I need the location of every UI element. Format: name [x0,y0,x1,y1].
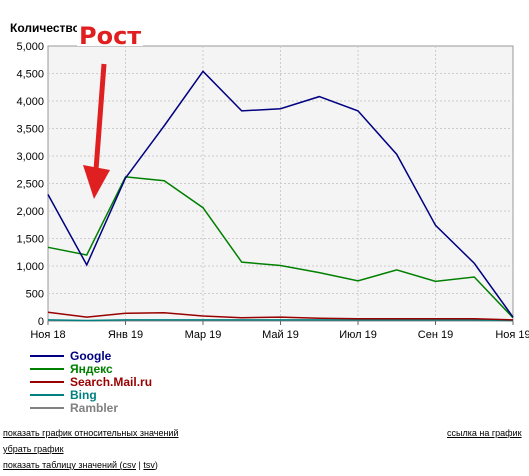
y-tick-label: 0 [38,316,44,328]
legend-label: Search.Mail.ru [70,374,153,389]
y-tick-label: 2,500 [16,179,44,191]
legend-item: Яндекс [30,361,152,376]
y-tick-label: 3,500 [16,124,44,136]
x-axis-ticks: Ноя 18 Янв 19 Мар 19 Май 19 Июл 19 Сен 19 Ноя … [30,321,529,341]
series-line-google [47,70,514,318]
y-tick-label: 1,500 [16,234,44,246]
tsv-link[interactable]: tsv [143,460,155,470]
hide-chart-link[interactable]: убрать график [3,444,64,454]
y-tick-label: 2,000 [16,206,44,218]
series-line-bing [47,319,514,322]
y-tick-label: 4,500 [16,69,44,81]
x-tick-label: Июл 19 [339,329,377,341]
legend-label: Rambler [70,400,119,415]
y-tick-label: 5,000 [16,41,44,53]
csv-link[interactable]: csv [122,460,137,470]
x-tick-label: Мар 19 [185,329,222,341]
close-paren: ) [154,460,158,470]
chart-title: Количество [10,21,80,35]
annotation-backdrop [77,18,143,46]
chart-link[interactable]: ссылка на график [447,428,522,438]
x-tick-label: Сен 19 [418,329,453,341]
legend-label: Bing [70,387,97,402]
annotation-arrow [83,63,110,199]
y-tick-label: 1,000 [16,261,44,273]
legend-swatch [30,393,64,396]
legend-swatch [30,380,64,383]
line-chart: 0 500 1,000 1,500 2,000 2,500 3,000 3,500 4,000 4… [10,18,529,341]
legend-swatch [30,406,64,409]
x-tick-label: Ноя 19 [495,329,529,341]
legend-item: Google [30,348,152,363]
x-tick-label: Ноя 18 [30,329,65,341]
annotation-text: Рост [79,22,141,50]
series-line-search-mail-ru [47,311,514,321]
relative-values-link[interactable]: показать график относительных значений [3,428,179,438]
series-lines [47,70,514,322]
legend-item: Search.Mail.ru [30,374,153,389]
separator: | [138,460,141,470]
legend-swatch [30,354,64,357]
y-tick-label: 3,000 [16,151,44,163]
x-tick-label: Янв 19 [108,329,143,341]
y-tick-label: 500 [26,289,44,301]
y-tick-label: 4,000 [16,96,44,108]
legend-label: Google [70,348,112,363]
legend-label: Яндекс [70,361,113,376]
legend: Google Яндекс Search.Mail.ru Bing Rambler [30,348,153,415]
legend-item: Rambler [30,400,152,415]
x-tick-label: Май 19 [262,329,299,341]
show-table-link[interactable]: показать таблицу значений ( [3,460,123,470]
legend-swatch [30,367,64,370]
y-axis-ticks: 0 500 1,000 1,500 2,000 2,500 3,000 3,500 4,000 4… [16,41,44,328]
legend-item: Bing [30,387,152,402]
